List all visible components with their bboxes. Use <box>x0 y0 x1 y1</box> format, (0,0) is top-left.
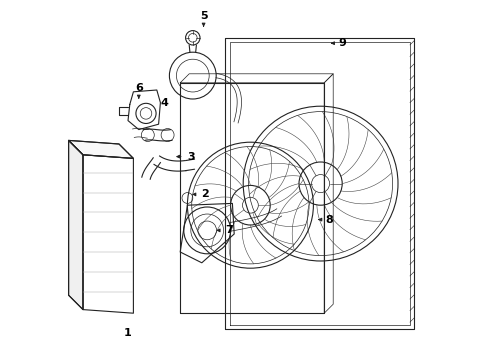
Polygon shape <box>69 140 83 310</box>
Text: 4: 4 <box>160 98 168 108</box>
Text: 2: 2 <box>201 189 209 199</box>
Text: 8: 8 <box>326 215 334 225</box>
Text: 1: 1 <box>124 328 132 338</box>
Text: 6: 6 <box>135 83 143 93</box>
Polygon shape <box>69 140 133 158</box>
Text: 5: 5 <box>200 11 207 21</box>
Text: 3: 3 <box>187 152 195 162</box>
Text: 9: 9 <box>338 38 346 48</box>
Text: 7: 7 <box>225 225 233 235</box>
